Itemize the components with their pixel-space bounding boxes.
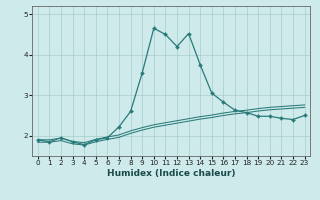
X-axis label: Humidex (Indice chaleur): Humidex (Indice chaleur) [107,169,236,178]
